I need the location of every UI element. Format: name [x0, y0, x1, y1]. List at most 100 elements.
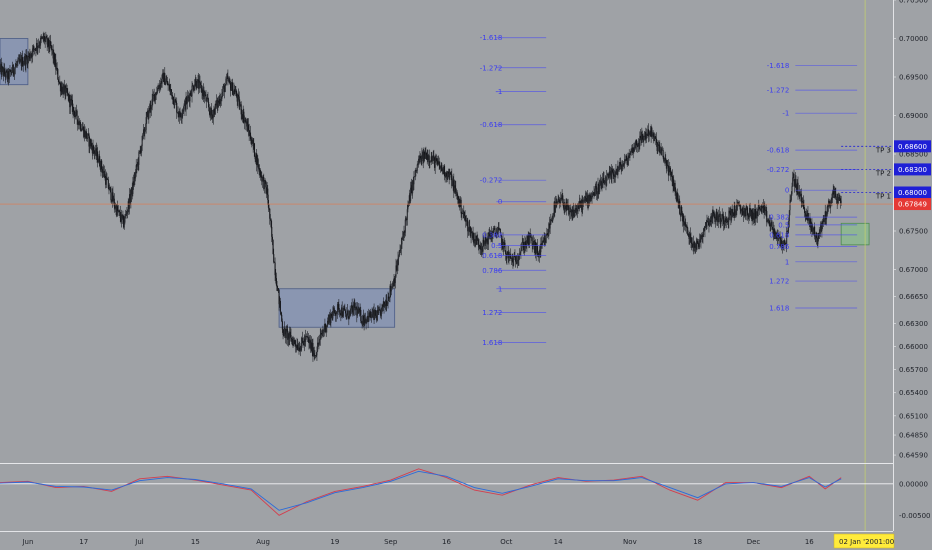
candle-body	[473, 239, 475, 244]
candle	[451, 178, 454, 187]
candle	[566, 199, 568, 211]
candle-body	[100, 160, 102, 170]
candle	[206, 97, 208, 109]
candle	[598, 182, 600, 199]
candle	[104, 174, 106, 181]
fib-level-label: 1.272	[769, 278, 789, 286]
candle	[493, 225, 495, 231]
candle-body	[540, 243, 543, 246]
candle	[266, 182, 268, 195]
candle	[439, 166, 442, 173]
candle	[283, 329, 285, 337]
candle	[524, 235, 526, 253]
candle-body	[589, 195, 591, 202]
candle	[287, 324, 289, 346]
candle-body	[412, 180, 414, 185]
candle-body	[438, 161, 440, 166]
candle	[542, 234, 544, 246]
candle	[248, 123, 250, 142]
candle-body	[378, 308, 380, 311]
candle	[694, 241, 696, 254]
candle	[501, 238, 503, 250]
candle-body	[386, 304, 388, 306]
candle-body	[421, 154, 423, 164]
candle	[237, 92, 239, 109]
candle-body	[628, 155, 630, 158]
candle-body	[513, 256, 515, 258]
candle-body	[51, 49, 54, 50]
candle-body	[369, 311, 371, 318]
candle-body	[466, 220, 468, 222]
candle-body	[202, 89, 204, 96]
candle-body	[155, 92, 157, 95]
candle-body	[258, 164, 260, 172]
candle-body	[228, 80, 230, 82]
candle	[699, 233, 701, 250]
candle	[687, 226, 689, 236]
candle	[65, 85, 67, 99]
candle-body	[246, 121, 248, 132]
candle	[178, 111, 180, 122]
candle-body	[372, 313, 374, 315]
candle-body	[20, 58, 22, 66]
candle-body	[833, 190, 835, 199]
candle	[664, 151, 666, 166]
candle	[49, 34, 52, 49]
candle	[829, 200, 831, 209]
candle-body	[511, 257, 513, 259]
candle	[724, 216, 726, 229]
candle-body	[669, 167, 671, 169]
candle	[339, 309, 341, 316]
candle-body	[660, 149, 662, 153]
candle	[689, 227, 691, 243]
candle	[116, 204, 118, 217]
candle	[629, 150, 632, 156]
candle-body	[29, 53, 31, 59]
candle-body	[497, 227, 499, 232]
candle	[632, 147, 634, 159]
candle-body	[472, 232, 474, 239]
candle-body	[306, 336, 308, 337]
candle-body	[192, 85, 194, 87]
candle	[536, 242, 538, 254]
candle-body	[204, 94, 206, 96]
candle	[78, 120, 80, 126]
candle	[313, 346, 315, 361]
candle	[344, 303, 346, 311]
candle-body	[564, 205, 566, 210]
candle-body	[586, 195, 588, 202]
candle-body	[635, 139, 638, 146]
candle-body	[313, 353, 315, 357]
candle-body	[572, 209, 574, 212]
candle	[79, 120, 81, 132]
candle-body	[84, 129, 86, 137]
candle	[525, 237, 527, 252]
candle	[766, 206, 768, 227]
candle-body	[382, 301, 384, 307]
candle	[296, 337, 298, 351]
candle-body	[590, 195, 592, 198]
candle-body	[673, 179, 675, 191]
candle-body	[150, 107, 153, 110]
candle	[741, 205, 743, 216]
candle-body	[414, 176, 416, 178]
candle-body	[839, 198, 841, 201]
candle-body	[756, 211, 758, 219]
candle	[176, 97, 178, 119]
candle	[243, 115, 246, 130]
candle	[499, 228, 501, 231]
candle-body	[364, 319, 366, 324]
candle-body	[465, 220, 467, 221]
candle-body	[395, 265, 397, 277]
candle-body	[142, 129, 145, 134]
candle	[261, 176, 264, 188]
price-tag-label: 0.68600	[898, 143, 927, 151]
candle-body	[655, 137, 657, 139]
candle	[170, 83, 172, 96]
candle-body	[348, 310, 351, 319]
candle	[747, 213, 749, 220]
candle	[124, 214, 126, 225]
candle-body	[707, 220, 709, 222]
